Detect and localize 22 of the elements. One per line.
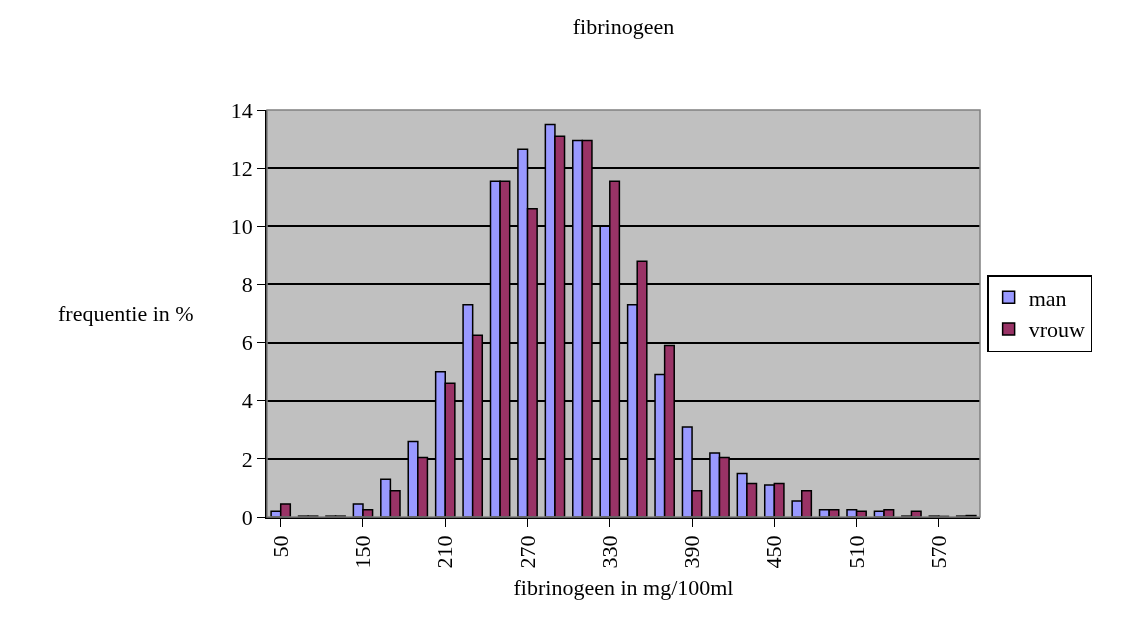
x-tick-label: 150 <box>350 535 376 569</box>
y-axis-title: frequentie in % <box>58 301 194 326</box>
y-tick-label: 8 <box>241 272 253 298</box>
y-tick-label: 6 <box>241 330 253 356</box>
y-tick-label: 4 <box>241 388 253 414</box>
y-tick-label: 12 <box>230 155 253 181</box>
x-tick-label: 50 <box>267 535 293 558</box>
legend-label: vrouw <box>1028 317 1085 343</box>
y-tick-label: 10 <box>230 213 253 239</box>
legend-label: man <box>1028 285 1067 311</box>
x-axis-title: fibrinogeen in mg/100ml <box>513 574 734 600</box>
x-tick-label: 450 <box>761 535 787 569</box>
x-tick-label: 210 <box>432 535 458 569</box>
x-tick-label: 570 <box>926 535 952 569</box>
y-tick-label: 0 <box>241 504 253 530</box>
x-tick-label: 270 <box>514 535 540 569</box>
y-tick-label: 2 <box>241 446 253 472</box>
x-tick-label: 330 <box>596 535 622 569</box>
chart-title: fibrinogeen <box>572 14 675 40</box>
y-tick-label: 14 <box>230 97 253 123</box>
x-tick-label: 510 <box>843 535 869 569</box>
x-tick-label: 390 <box>679 535 705 569</box>
